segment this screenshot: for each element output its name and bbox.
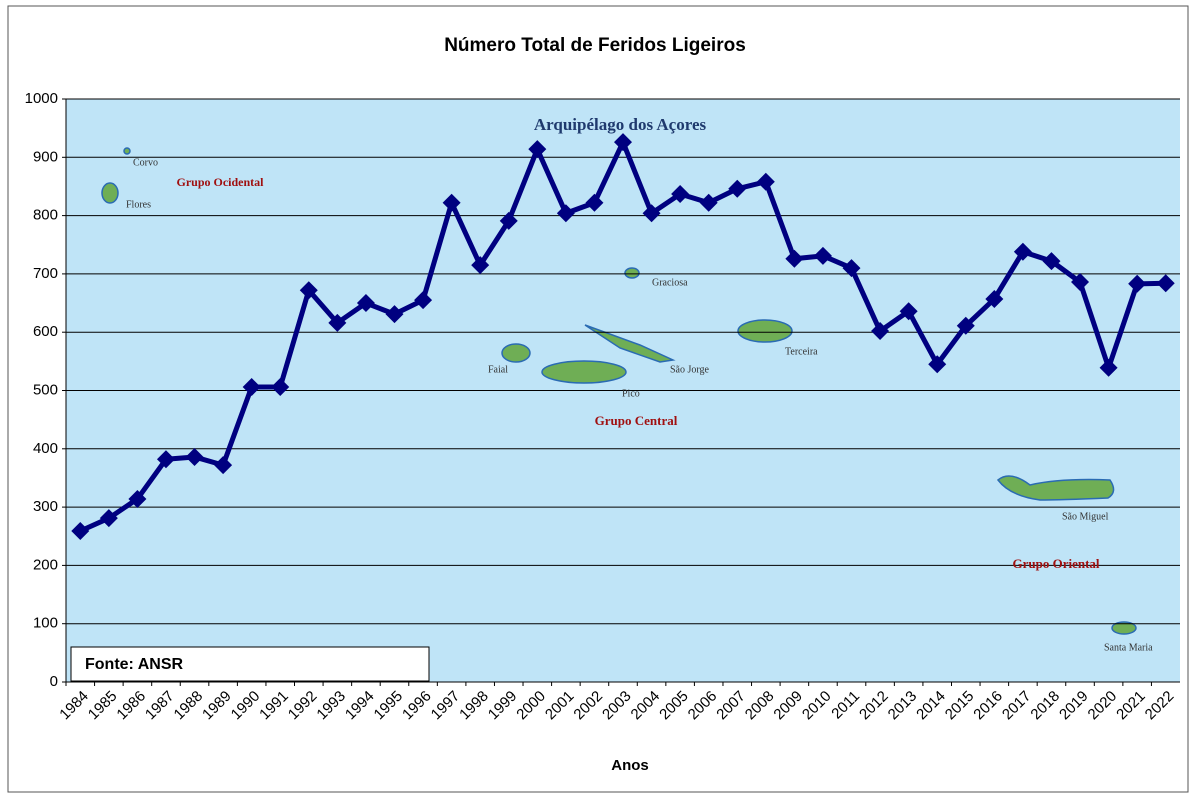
chart: Número Total de Feridos Ligeiros Anos Fo…	[0, 0, 1190, 796]
y-tick-label: 200	[33, 556, 58, 573]
map-label: Arquipélago dos Açores	[534, 115, 707, 134]
y-tick-label: 900	[33, 148, 58, 165]
y-tick-label: 100	[33, 615, 58, 632]
y-tick-label: 0	[50, 673, 58, 690]
y-tick-label: 400	[33, 440, 58, 457]
map-label: Faial	[488, 364, 508, 375]
y-tick-label: 700	[33, 265, 58, 282]
map-label: São Jorge	[670, 364, 710, 375]
map-label: Grupo Ocidental	[176, 175, 264, 189]
map-label: Flores	[126, 199, 151, 210]
map-label: Grupo Central	[595, 413, 678, 428]
map-label: Terceira	[785, 346, 818, 357]
y-tick-label: 1000	[25, 90, 58, 107]
source: Fonte: ANSR	[85, 656, 184, 673]
island-corvo	[124, 148, 130, 154]
map-label: Pico	[622, 388, 640, 399]
island-flores	[102, 183, 118, 203]
island-faial	[502, 344, 530, 362]
island-terceira	[738, 320, 792, 342]
y-tick-label: 600	[33, 323, 58, 340]
island-pico	[542, 361, 626, 383]
x-axis-title: Anos	[611, 757, 649, 774]
map-label: São Miguel	[1062, 511, 1109, 522]
y-tick-label: 500	[33, 381, 58, 398]
map-label: Graciosa	[652, 277, 688, 288]
y-tick-label: 300	[33, 498, 58, 515]
map-label: Grupo Oriental	[1012, 556, 1099, 571]
y-tick-label: 800	[33, 207, 58, 224]
map-label: Santa Maria	[1104, 642, 1153, 653]
island-graciosa	[625, 268, 639, 278]
chart-title: Número Total de Feridos Ligeiros	[444, 35, 746, 56]
map-label: Corvo	[133, 157, 158, 168]
